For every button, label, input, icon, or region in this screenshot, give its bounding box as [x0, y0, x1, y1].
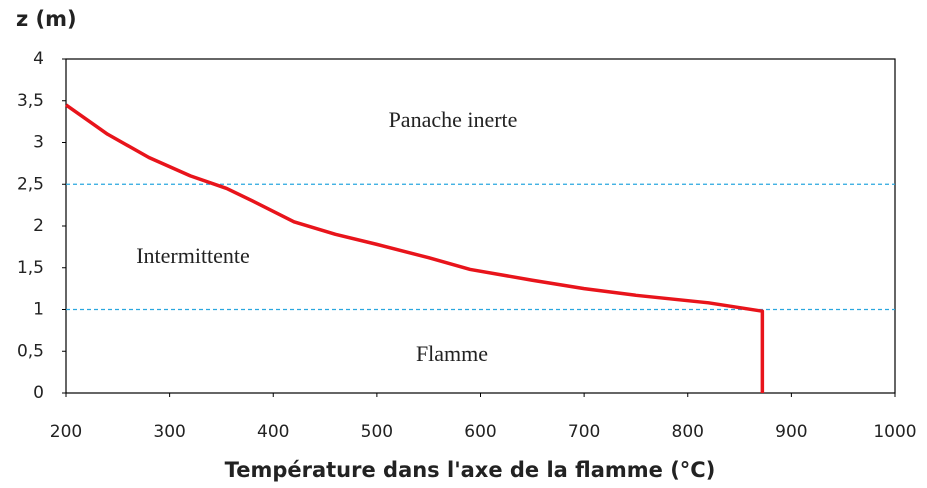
annotation: Panache inerte: [389, 107, 518, 132]
y-axis-title: z (m): [16, 7, 77, 31]
x-tick-label: 1000: [873, 422, 916, 442]
x-tick-label: 300: [153, 422, 185, 442]
x-tick-label: 900: [775, 422, 807, 442]
y-tick-label: 2,5: [17, 174, 44, 194]
data-line: [64, 103, 765, 393]
y-tick-label: 1: [33, 300, 44, 320]
x-tick-label: 500: [361, 422, 393, 442]
x-tick-label: 800: [672, 422, 704, 442]
y-tick-label: 0,5: [17, 341, 44, 361]
y-tick-label: 3,5: [17, 91, 44, 111]
x-tick-label: 200: [50, 422, 82, 442]
annotation: Flamme: [416, 341, 488, 366]
y-tick-label: 4: [33, 49, 44, 69]
y-tick-label: 2: [33, 216, 44, 236]
x-tick-label: 600: [464, 422, 496, 442]
x-tick-label: 700: [568, 422, 600, 442]
y-tick-label: 1,5: [17, 258, 44, 278]
y-tick-label: 0: [33, 383, 44, 403]
annotation: Intermittente: [136, 243, 250, 268]
x-axis-label: Température dans l'axe de la flamme (°C): [225, 458, 716, 482]
x-tick-label: 400: [257, 422, 289, 442]
y-tick-label: 3: [33, 133, 44, 153]
